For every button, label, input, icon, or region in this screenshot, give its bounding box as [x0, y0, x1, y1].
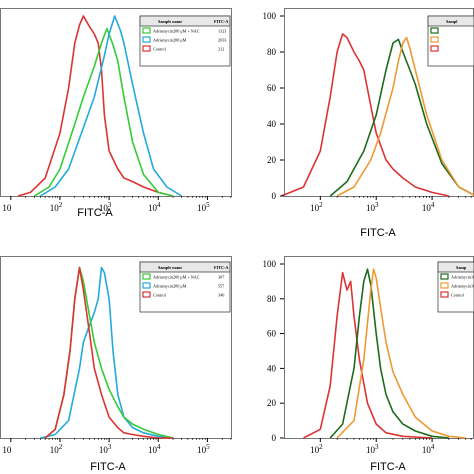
x-tick-label: 102 [50, 443, 63, 455]
legend-value: 557 [218, 284, 224, 289]
series-line-2 [329, 38, 474, 197]
x-tick-label: 102 [50, 201, 63, 213]
legend-label: Control [451, 293, 465, 298]
series-line-2 [33, 27, 174, 197]
x-tick-label: 10 [2, 203, 12, 213]
legend-label: Adriamycin100 μ [451, 284, 474, 289]
x-tick-label: 105 [197, 443, 210, 455]
legend-header-bg [427, 15, 474, 27]
y-tick-label: 0 [272, 433, 277, 443]
legend: Sample name FITC-A Adriamycin200 μM + NAC 1… [139, 15, 231, 67]
series-line-3 [44, 266, 174, 439]
legend: Sample name FITC-A Adriamycin200 μM + NAC 3… [139, 261, 231, 313]
legend-swatch [430, 45, 439, 52]
y-tick-label: 80 [267, 294, 277, 304]
plot-frame [0, 8, 232, 197]
legend-header-bg [139, 261, 231, 273]
panel-bottom-right: 102 103 104 0 20 40 60 80 100 FITC-A Samp Adriamyci… [263, 256, 474, 473]
x-tick-label: 105 [197, 201, 210, 213]
legend-label: Adriamycin200 μM + NAC [153, 275, 200, 280]
x-tick-label: 104 [148, 201, 161, 213]
legend-label: Adriamycin200 μM [153, 284, 187, 289]
y-tick-label: 100 [263, 259, 277, 269]
legend-value: 1323 [218, 29, 226, 34]
legend-swatch [142, 45, 151, 52]
series-line-1 [17, 15, 174, 197]
x-tick-label: 104 [422, 443, 435, 455]
legend-swatch [142, 273, 151, 280]
legend-swatch [440, 291, 449, 298]
legend-label: Adriamycin100 μ [451, 275, 474, 280]
y-tick-label: 60 [267, 329, 277, 339]
series-line-1 [280, 33, 450, 197]
panel-top-left: 10 102 103 104 105 FITC-A Sample name FITC-A Adr… [0, 8, 232, 219]
series-line-2 [329, 268, 449, 439]
y-tick-label: 60 [267, 83, 277, 93]
panel-bottom-left: 10 102 103 104 105 FITC-A Sample name FITC-A Adr… [0, 256, 232, 473]
legend-swatch [142, 291, 151, 298]
x-tick-label: 102 [310, 201, 323, 213]
y-tick-label: 20 [267, 398, 277, 408]
legend-header-name: Samp [456, 265, 467, 270]
legend-value: 2033 [218, 38, 226, 43]
plot-frame [0, 256, 232, 439]
series-line-3 [336, 36, 474, 197]
panel-top-right: 102 103 104 0 20 40 60 80 100 FITC-A Sampl [263, 8, 474, 239]
legend-label: Adriamycin200 μM + NAC [153, 29, 200, 34]
legend: Sampl [427, 15, 474, 67]
legend-header-name: Sample name [158, 19, 182, 24]
legend-value: 307 [218, 275, 224, 280]
legend-swatch [440, 282, 449, 289]
x-tick-label: 103 [366, 443, 379, 455]
y-tick-label: 0 [272, 191, 277, 201]
x-axis-label: FITC-A [77, 207, 113, 219]
x-tick-label: 104 [422, 201, 435, 213]
y-tick-label: 40 [267, 119, 277, 129]
x-tick-label: 103 [366, 201, 379, 213]
legend-header-name: Sample name [158, 265, 182, 270]
legend-swatch [430, 36, 439, 43]
legend-label: Control [153, 47, 167, 52]
legend-swatch [142, 27, 151, 34]
y-tick-label: 40 [267, 363, 277, 373]
legend-swatch [142, 282, 151, 289]
series-line-1 [40, 266, 174, 439]
series-line-1 [303, 271, 433, 439]
legend-header-value: FITC-A [214, 265, 228, 270]
legend-swatch [142, 36, 151, 43]
x-axis-label: FITC-A [370, 461, 406, 473]
x-axis-label: FITC-A [360, 227, 396, 239]
legend-header-name: Sampl [446, 19, 458, 24]
x-tick-label: 104 [148, 443, 161, 455]
x-tick-label: 10 [2, 445, 12, 455]
series-line-3 [336, 268, 466, 439]
x-axis-label: FITC-A [90, 461, 126, 473]
series-line-3 [39, 15, 183, 197]
legend-swatch [430, 27, 439, 34]
x-tick-label: 102 [310, 443, 323, 455]
legend-swatch [440, 273, 449, 280]
legend-header-value: FITC-A [214, 19, 228, 24]
legend-label: Control [153, 293, 167, 298]
y-tick-label: 80 [267, 47, 277, 57]
legend: Samp Adriamycin100 μ Adriamycin100 μ Contro… [437, 261, 474, 313]
legend-header-bg [437, 261, 474, 273]
legend-header-bg [139, 15, 231, 27]
legend-label: Adriamycin200 μM [153, 38, 187, 43]
y-tick-label: 20 [267, 155, 277, 165]
x-tick-label: 103 [99, 201, 112, 213]
x-tick-label: 103 [99, 443, 112, 455]
legend-value: 312 [218, 47, 224, 52]
y-tick-label: 100 [263, 11, 277, 21]
legend-value: 340 [218, 293, 224, 298]
